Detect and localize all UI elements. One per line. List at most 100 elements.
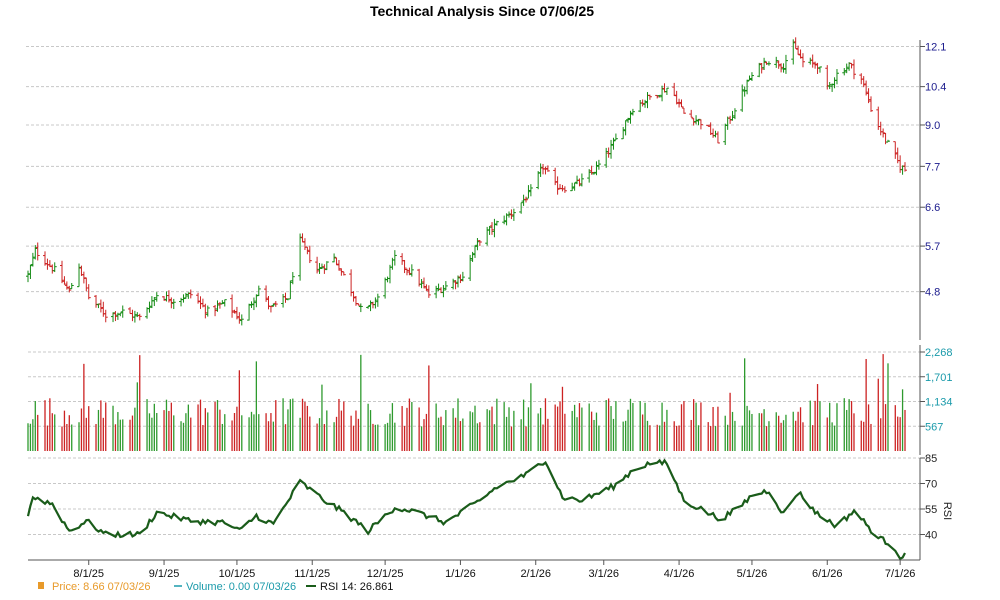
price-bar: [366, 305, 371, 309]
price-bar: [220, 300, 225, 305]
price-bar: [477, 240, 482, 246]
rsi-tick-label: 70: [925, 479, 937, 491]
x-tick-label: 11/1/25: [294, 568, 330, 580]
price-bar: [834, 69, 839, 85]
price-bar: [213, 304, 218, 317]
price-bar: [373, 297, 378, 309]
volume-y-axis: 567 1,134 1,701 2,268: [920, 347, 953, 433]
price-bar: [230, 294, 235, 318]
x-tick-label: 12/1/25: [367, 568, 404, 580]
price-bar: [351, 291, 356, 302]
price-bar: [502, 215, 507, 225]
price-bar: [715, 131, 720, 144]
price-bar: [647, 94, 652, 100]
price-bar: [475, 238, 480, 251]
price-legend-marker: [38, 582, 44, 589]
price-bar: [555, 176, 560, 195]
price-bar: [458, 274, 463, 284]
price-bar: [86, 284, 91, 300]
price-bar: [317, 263, 322, 274]
price-bar: [77, 263, 82, 288]
x-tick-label: 2/1/26: [520, 568, 551, 580]
price-bar: [392, 250, 397, 266]
price-bar: [169, 297, 174, 309]
price-bar: [69, 282, 74, 290]
price-bar: [118, 312, 123, 317]
price-bar: [113, 311, 118, 322]
price-tick-label: 12.1: [925, 41, 946, 53]
price-ohlc-bars: [26, 37, 907, 326]
price-bar: [268, 305, 273, 313]
price-bar: [791, 39, 796, 65]
price-bar: [358, 303, 363, 313]
price-bar: [640, 99, 645, 107]
price-bar: [796, 45, 801, 55]
price-bar: [62, 276, 67, 285]
price-bar: [332, 253, 337, 263]
price-bar: [698, 119, 703, 130]
price-bar: [766, 61, 771, 66]
price-bar: [696, 118, 701, 126]
price-bar: [249, 301, 254, 308]
price-bar: [757, 62, 762, 78]
price-bar: [628, 110, 633, 124]
price-bar: [203, 303, 208, 319]
x-tick-label: 6/1/26: [812, 568, 843, 580]
price-bar: [694, 115, 699, 125]
price-bar: [626, 117, 631, 123]
price-bar: [691, 118, 696, 126]
price-bar: [793, 37, 798, 49]
price-bar: [866, 88, 871, 104]
price-bar: [103, 309, 108, 323]
price-bar: [404, 268, 409, 276]
x-tick-label: 5/1/26: [737, 568, 768, 580]
price-bar: [443, 281, 448, 291]
price-bar: [237, 312, 242, 324]
price-bar: [426, 285, 431, 298]
price-grid: [26, 45, 920, 293]
price-bar: [111, 312, 116, 323]
volume-tick-label: 1,701: [925, 372, 953, 384]
price-bar: [492, 218, 497, 238]
price-bar: [315, 256, 320, 274]
price-bar: [813, 61, 818, 69]
price-tick-label: 9.0: [925, 120, 940, 132]
price-bar: [579, 173, 584, 187]
volume-bars: [27, 354, 906, 451]
price-bar: [570, 182, 575, 192]
rsi-axis-label: RSI: [941, 502, 953, 520]
price-bar: [577, 178, 582, 187]
price-panel: 4.8 5.7 6.6 7.7 9.0 10.4 12.1: [26, 37, 946, 340]
price-bar: [234, 306, 239, 320]
price-bar: [745, 79, 750, 95]
price-bar: [356, 303, 361, 306]
price-tick-label: 7.7: [925, 161, 940, 173]
price-bar: [47, 260, 52, 268]
price-bar: [424, 284, 429, 291]
price-bar: [215, 300, 220, 312]
price-bar: [324, 261, 329, 271]
price-tick-label: 5.7: [925, 241, 940, 253]
price-bar: [740, 84, 745, 112]
price-bar: [781, 63, 786, 73]
price-bar: [283, 292, 288, 303]
legend-volume: Volume: 0.00 07/03/26: [186, 581, 296, 593]
price-bar: [545, 165, 550, 172]
rsi-line: [26, 458, 906, 561]
price-bar: [664, 87, 669, 95]
price-bar: [441, 285, 446, 298]
price-bar: [305, 246, 310, 255]
price-bar: [623, 120, 628, 136]
price-bar: [783, 54, 788, 74]
price-bar: [689, 109, 694, 118]
price-bar: [730, 110, 735, 121]
price-bar: [455, 275, 460, 288]
price-bar: [747, 75, 752, 81]
price-bar: [33, 245, 38, 260]
price-bar: [674, 90, 679, 105]
price-plot-area: [28, 40, 920, 340]
rsi-tick-label: 85: [925, 453, 937, 465]
price-bar: [810, 54, 815, 68]
price-bar: [749, 72, 754, 81]
